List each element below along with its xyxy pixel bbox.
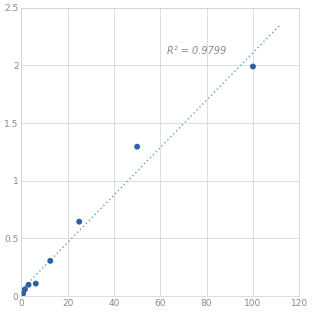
Point [33, 281, 38, 286]
Point [77, 219, 82, 224]
Point [48, 258, 53, 263]
Point [135, 144, 140, 149]
Point [251, 64, 256, 69]
Point [22, 287, 27, 292]
Point [21, 291, 26, 296]
Text: R² = 0.9799: R² = 0.9799 [167, 46, 227, 56]
Point [26, 282, 31, 287]
